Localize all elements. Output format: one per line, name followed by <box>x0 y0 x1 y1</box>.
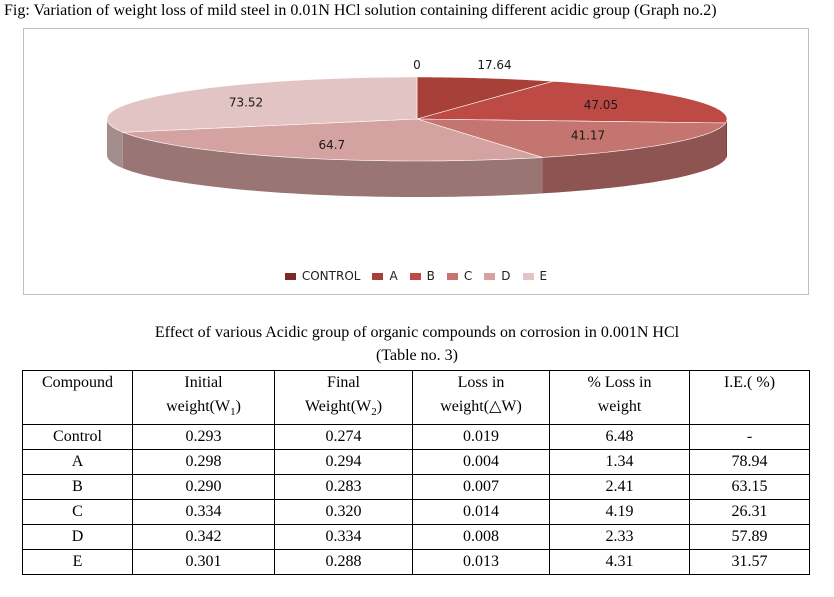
legend-label: E <box>539 269 548 283</box>
results-table: Compound Initial weight(W1) Final Weight(W… <box>22 369 810 576</box>
legend-swatch <box>522 273 534 280</box>
cell-compound: D <box>22 524 133 551</box>
cell-pct: 4.19 <box>549 499 690 526</box>
table-row: B 0.290 0.283 0.007 2.41 63.15 <box>22 474 810 501</box>
pie-chart: 0 17.64 47.05 41.17 64.7 73.52 <box>106 58 728 197</box>
legend-label: D <box>501 269 511 283</box>
pie-slice-a <box>416 76 554 120</box>
pie-side-c <box>542 123 726 194</box>
table-row: D 0.342 0.334 0.008 2.33 57.89 <box>22 524 810 551</box>
cell-loss: 0.004 <box>412 449 550 476</box>
legend-label: A <box>389 269 398 283</box>
cell-ie: 26.31 <box>689 499 810 526</box>
pie-side-e <box>107 119 123 169</box>
cell-pct: 6.48 <box>549 424 690 451</box>
cell-final: 0.274 <box>274 424 413 451</box>
legend-item-control: CONTROL <box>284 269 361 283</box>
legend-item-b: B <box>409 269 435 283</box>
figure-caption: Fig: Variation of weight loss of mild st… <box>4 2 717 19</box>
legend-label: CONTROL <box>301 269 361 283</box>
legend-item-d: D <box>484 269 511 283</box>
legend-swatch <box>284 273 296 280</box>
pie-slice-e <box>106 76 418 133</box>
pie-chart-box: 0 17.64 47.05 41.17 64.7 73.52 CONTROL A B C D E <box>23 28 809 295</box>
cell-loss: 0.007 <box>412 474 550 501</box>
legend-swatch <box>484 273 496 280</box>
cell-ie: 63.15 <box>689 474 810 501</box>
pie-value-label: 64.7 <box>318 138 345 152</box>
cell-compound: C <box>22 499 133 526</box>
table-row: E 0.301 0.288 0.013 4.31 31.57 <box>22 549 810 576</box>
table-header-row: Compound Initial weight(W1) Final Weight(W… <box>22 369 810 426</box>
cell-final: 0.294 <box>274 449 413 476</box>
legend-item-e: E <box>522 269 548 283</box>
cell-initial: 0.301 <box>132 549 275 576</box>
cell-final: 0.288 <box>274 549 413 576</box>
cell-ie: 78.94 <box>689 449 810 476</box>
cell-final: 0.320 <box>274 499 413 526</box>
cell-compound: B <box>22 474 133 501</box>
cell-ie: 31.57 <box>689 549 810 576</box>
pie-slice-d <box>122 118 543 162</box>
cell-pct: 2.33 <box>549 524 690 551</box>
table-title: Effect of various Acidic group of organi… <box>154 324 680 341</box>
table-row: A 0.298 0.294 0.004 1.34 78.94 <box>22 449 810 476</box>
cell-initial: 0.293 <box>132 424 275 451</box>
pie-side-d <box>122 132 543 197</box>
legend-label: B <box>426 269 435 283</box>
cell-loss: 0.008 <box>412 524 550 551</box>
header-percent-loss: % Loss in weight <box>549 369 690 426</box>
pie-value-label: 17.64 <box>477 58 511 72</box>
pie-value-label: 47.05 <box>584 98 618 112</box>
header-compound: Compound <box>22 369 133 426</box>
legend-item-c: C <box>446 269 473 283</box>
table-subtitle: (Table no. 3) <box>376 347 458 364</box>
pie-slice-c <box>416 118 727 158</box>
cell-final: 0.334 <box>274 524 413 551</box>
cell-ie: 57.89 <box>689 524 810 551</box>
header-ie: I.E.( %) <box>689 369 810 426</box>
pie-slice-b <box>416 80 728 124</box>
cell-loss: 0.019 <box>412 424 550 451</box>
chart-legend: CONTROL A B C D E <box>24 269 808 283</box>
cell-pct: 1.34 <box>549 449 690 476</box>
cell-initial: 0.298 <box>132 449 275 476</box>
legend-label: C <box>463 269 473 283</box>
cell-compound: A <box>22 449 133 476</box>
cell-loss: 0.013 <box>412 549 550 576</box>
pie-value-label: 73.52 <box>229 95 263 109</box>
cell-pct: 4.31 <box>549 549 690 576</box>
legend-swatch <box>409 273 421 280</box>
cell-final: 0.283 <box>274 474 413 501</box>
cell-initial: 0.342 <box>132 524 275 551</box>
header-final-weight: Final Weight(W2) <box>274 369 413 426</box>
legend-item-a: A <box>372 269 398 283</box>
pie-value-label: 41.17 <box>571 129 605 143</box>
cell-loss: 0.014 <box>412 499 550 526</box>
table-row: Control 0.293 0.274 0.019 6.48- <box>22 424 810 451</box>
legend-swatch <box>372 273 384 280</box>
cell-compound: Control <box>22 424 133 451</box>
legend-swatch <box>446 273 458 280</box>
cell-initial: 0.334 <box>132 499 275 526</box>
pie-value-label: 0 <box>413 58 421 72</box>
cell-initial: 0.290 <box>132 474 275 501</box>
table-row: C 0.334 0.320 0.014 4.19 26.31 <box>22 499 810 526</box>
header-loss-weight: Loss in weight(△W) <box>412 369 550 426</box>
cell-pct: 2.41 <box>549 474 690 501</box>
cell-compound: E <box>22 549 133 576</box>
header-initial-weight: Initial weight(W1) <box>132 369 275 426</box>
cell-ie: - <box>689 424 810 451</box>
pie-side-b <box>725 119 727 159</box>
